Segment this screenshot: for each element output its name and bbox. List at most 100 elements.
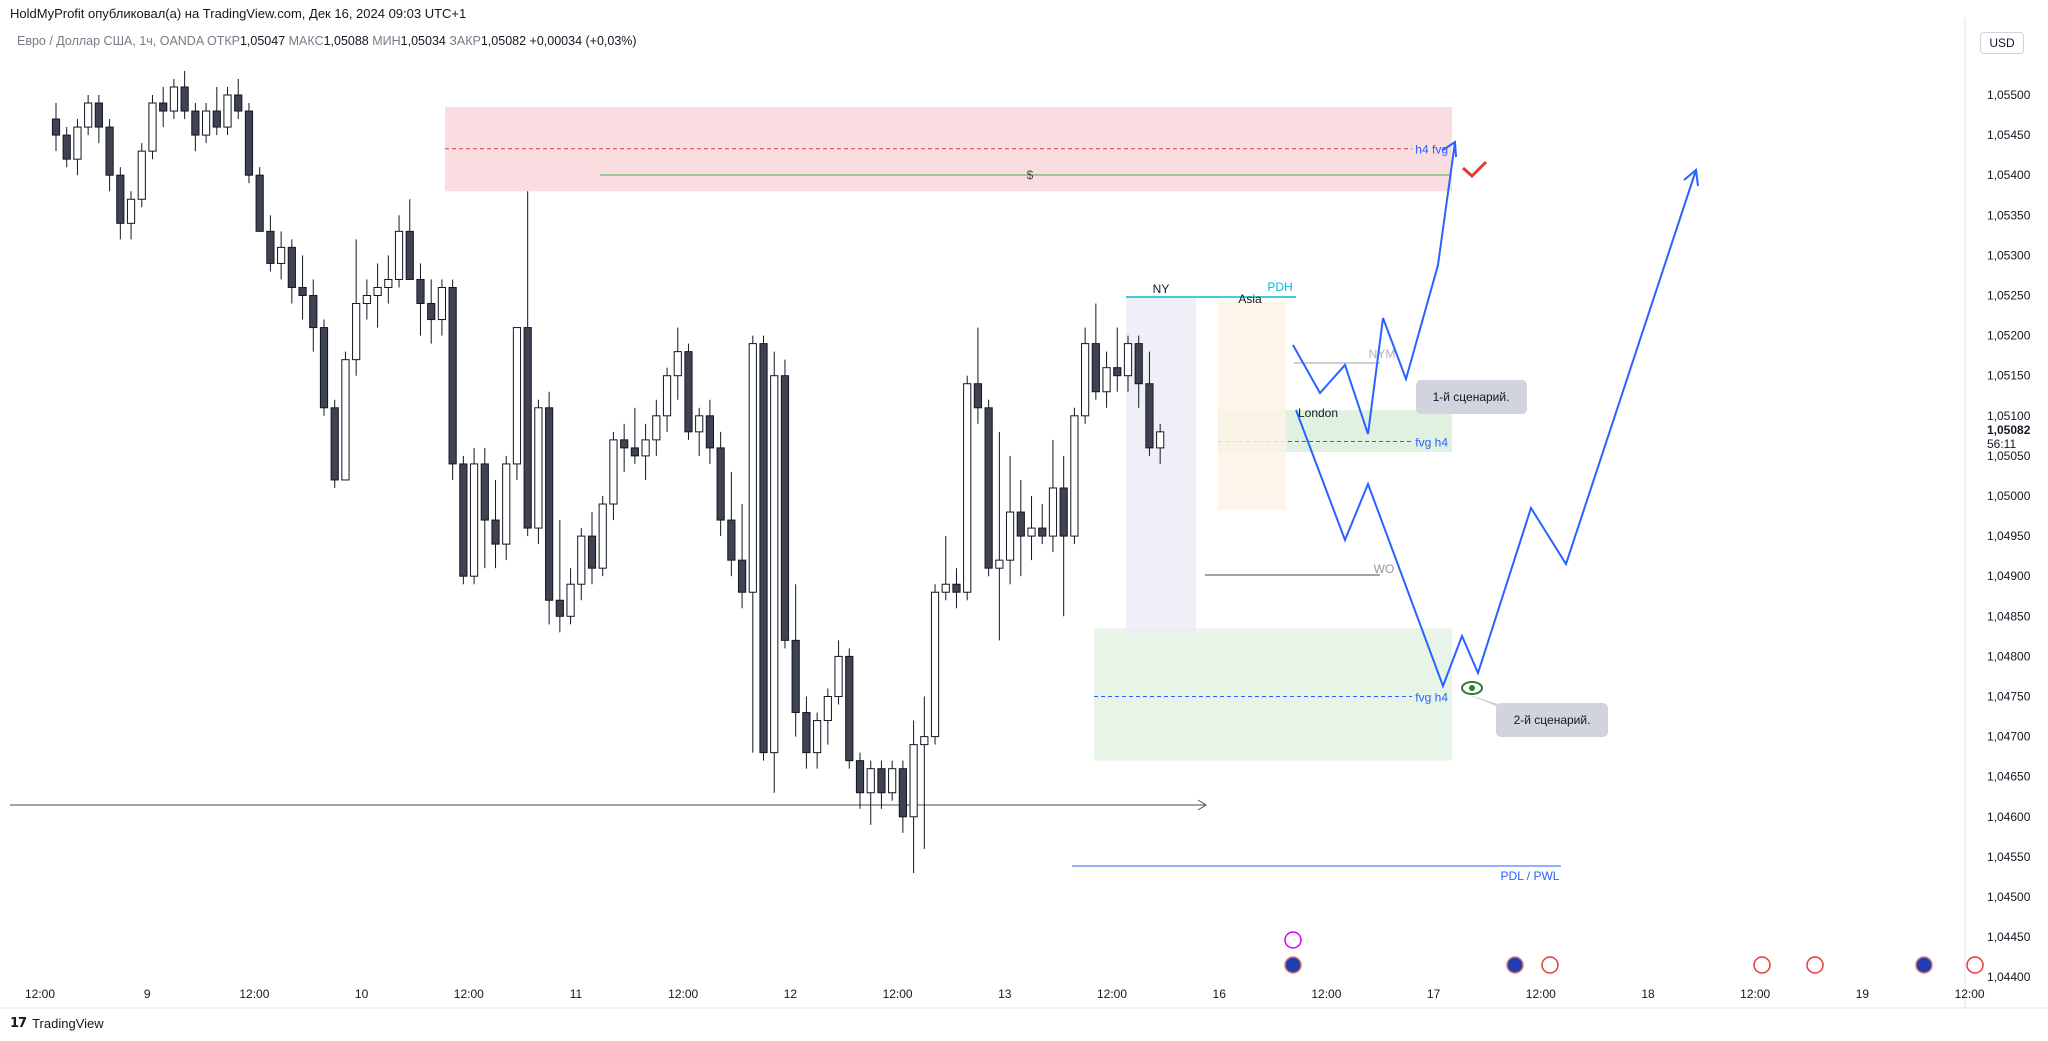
eu-event-icon[interactable] <box>1506 956 1524 974</box>
candle <box>341 351 350 481</box>
price-tick-label: 1,04550 <box>1987 850 2031 864</box>
candle <box>437 279 447 336</box>
scenario-2-callout: 2-й сценарий. <box>1466 694 1608 737</box>
eu-event-icon[interactable] <box>1284 956 1302 974</box>
tradingview-brand[interactable]: 17 TradingView <box>10 1016 104 1031</box>
candle <box>212 86 221 136</box>
price-tick-label: 1,04650 <box>1987 770 2031 784</box>
eu-event-icon[interactable] <box>1915 956 1933 974</box>
candle <box>609 431 618 521</box>
candle <box>845 648 854 769</box>
candle <box>191 103 200 152</box>
price-tick-label: 1,05500 <box>1987 88 2031 102</box>
candle <box>630 407 639 464</box>
candle <box>877 760 886 809</box>
candle <box>737 504 747 609</box>
time-tick-label: 12:00 <box>1526 987 1556 1001</box>
candle <box>941 536 950 601</box>
currency-button[interactable]: USD <box>1980 32 2024 54</box>
candle <box>1145 351 1154 456</box>
scenario-path-upper-arrowhead <box>1442 140 1457 158</box>
candle <box>780 359 790 649</box>
candle <box>480 447 489 569</box>
scenario-2-text: 2-й сценарий. <box>1514 713 1591 727</box>
candle <box>716 431 725 537</box>
candle <box>641 423 650 480</box>
time-tick-label: 16 <box>1213 987 1227 1001</box>
price-tick-label: 1,05300 <box>1987 248 2031 262</box>
candle <box>62 127 71 168</box>
time-tick-label: 12:00 <box>1311 987 1341 1001</box>
price-tick-label: 1,05350 <box>1987 208 2031 222</box>
asia-session-label: Asia <box>1238 292 1262 306</box>
lightning-event-icon[interactable] <box>1284 931 1302 949</box>
price-tick-label: 1,05400 <box>1987 168 2031 182</box>
fvg-zone <box>1094 628 1452 761</box>
us-event-icon[interactable] <box>1753 956 1771 974</box>
candle <box>566 568 575 625</box>
candle <box>394 215 404 288</box>
candle <box>705 399 715 464</box>
candle <box>1113 327 1122 392</box>
candle <box>1038 504 1047 545</box>
candle <box>502 455 511 561</box>
candle <box>1156 423 1165 464</box>
price-tick-label: 1,04750 <box>1987 690 2031 704</box>
candle <box>277 231 286 280</box>
time-tick-label: 12:00 <box>668 987 698 1001</box>
open-value: 1,05047 <box>239 34 286 48</box>
candle <box>1102 351 1111 408</box>
candle <box>823 688 832 745</box>
candle <box>598 496 607 577</box>
candle <box>223 86 232 136</box>
scenario-1-callout: 1-й сценарий. <box>1416 380 1527 414</box>
candle <box>920 696 929 849</box>
candle <box>469 447 479 585</box>
symbol-name[interactable]: Евро / Доллар США, 1ч, OANDA <box>17 34 204 48</box>
change-value: +0,00034 (+0,03%) <box>529 34 637 48</box>
scenario-path-upper <box>1292 141 1456 435</box>
bar-countdown-label: 56:11 <box>1987 437 2016 451</box>
candle <box>984 399 993 577</box>
candle <box>1005 455 1015 585</box>
candle <box>298 255 307 320</box>
candle <box>770 351 779 793</box>
price-tick-label: 1,05450 <box>1987 128 2031 142</box>
candle <box>791 584 800 737</box>
candle <box>116 167 125 240</box>
candle <box>759 335 768 761</box>
price-tick-label: 1,05100 <box>1987 409 2031 423</box>
time-tick-label: 12 <box>784 987 798 1001</box>
price-tick-label: 1,05050 <box>1987 449 2031 463</box>
symbol-legend: Евро / Доллар США, 1ч, OANDA ОТКР1,05047… <box>17 34 637 48</box>
candle <box>866 760 875 825</box>
candle <box>491 479 500 569</box>
candle <box>512 327 522 480</box>
pdl-pwl-label: PDL / PWL <box>1501 869 1560 883</box>
candle <box>266 215 275 272</box>
candle <box>234 78 243 120</box>
candle <box>952 568 961 609</box>
last-price-label: 1,05082 <box>1987 423 2031 437</box>
candle <box>545 391 554 625</box>
candle <box>834 640 843 705</box>
asia-session-box <box>1218 302 1286 510</box>
candle <box>126 191 136 240</box>
price-tick-label: 1,05200 <box>1987 329 2031 343</box>
pdh-label: PDH <box>1267 280 1292 294</box>
us-event-icon[interactable] <box>1966 956 1984 974</box>
candle <box>373 263 382 328</box>
time-tick-label: 19 <box>1856 987 1870 1001</box>
us-event-icon[interactable] <box>1806 956 1824 974</box>
scenario-1-text: 1-й сценарий. <box>1433 390 1510 404</box>
candle <box>427 279 436 344</box>
us-event-icon[interactable] <box>1541 956 1559 974</box>
wo-label: WO <box>1374 562 1395 576</box>
open-label: ОТКР <box>206 34 240 48</box>
candle <box>1048 439 1058 553</box>
price-tick-label: 1,04850 <box>1987 609 2031 623</box>
candle <box>137 143 146 208</box>
candle <box>684 343 693 440</box>
candle <box>384 255 393 304</box>
